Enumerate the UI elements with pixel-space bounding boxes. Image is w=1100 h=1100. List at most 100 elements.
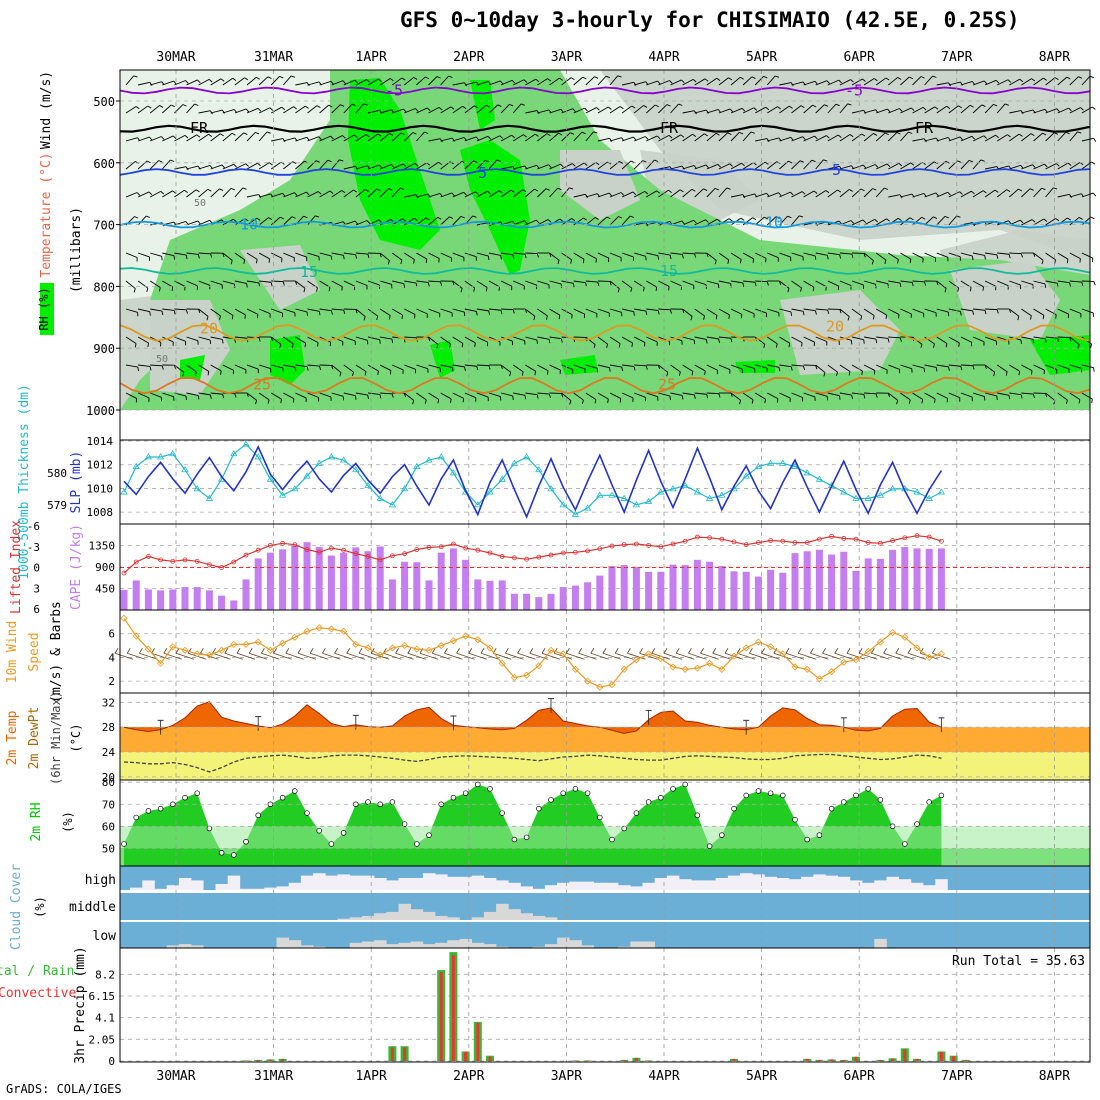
wind-barb-flag — [727, 259, 730, 264]
wind-barb — [936, 137, 949, 142]
wind-barb — [138, 364, 151, 367]
wind-barb — [621, 392, 634, 399]
wind-barb — [258, 131, 268, 142]
wind-barb — [174, 308, 187, 311]
wind-barb-flag — [282, 281, 285, 286]
wind-barb — [367, 78, 379, 86]
wind-barb-flag — [524, 220, 528, 224]
wind-barb-flag — [1065, 131, 1070, 135]
wind-barb-flag — [790, 137, 794, 141]
cape-tick-label: 450 — [95, 583, 115, 596]
wind-barb — [791, 215, 800, 226]
wind-barb — [1081, 216, 1092, 226]
li-point — [890, 538, 895, 543]
wind-barb — [500, 280, 513, 287]
wind10-speed-point — [779, 650, 787, 658]
wind-barb — [876, 364, 888, 371]
wind-barb — [258, 364, 271, 369]
wind-barb — [1021, 219, 1033, 226]
wind-barb — [198, 78, 210, 86]
wind-barb-flag — [1066, 259, 1069, 264]
cloud-high-cell — [239, 888, 253, 890]
wind-barb — [622, 364, 635, 367]
wind-barb-flag — [546, 133, 551, 137]
wind-barb-flag — [159, 287, 161, 292]
wind-barb-flag — [944, 215, 949, 219]
wind-barb-flag — [472, 215, 477, 218]
wind-barb — [839, 392, 852, 396]
wind-barb-flag — [280, 216, 285, 220]
wind-barb-flag — [812, 287, 815, 292]
cape-bar — [608, 566, 616, 610]
wind-barb — [948, 136, 961, 142]
wind-barb-flag — [1041, 187, 1046, 191]
wind-barb — [827, 392, 840, 397]
wind-barb-flag — [390, 164, 395, 168]
wind10-speed-point — [449, 637, 457, 645]
wind-barb — [682, 219, 694, 226]
wind-barb-flag — [609, 138, 613, 142]
wind-barb — [791, 105, 802, 114]
wind-barb — [972, 252, 985, 256]
wind-barb — [839, 103, 848, 114]
wind-barb — [1045, 280, 1058, 284]
wind-barb — [476, 308, 489, 312]
wind10-speed-point — [669, 663, 677, 671]
cloud-high-cell — [679, 879, 692, 890]
wind-barb — [367, 280, 380, 286]
wind10-barb-flag — [700, 648, 704, 654]
wind-barb — [416, 392, 427, 401]
wind-barb-flag — [195, 189, 200, 193]
cloud-high-cell — [264, 887, 277, 890]
wind-barb-flag — [582, 76, 587, 80]
wind10-speed-point — [547, 646, 555, 654]
wind-barb-flag — [379, 110, 383, 114]
upper-air-ylabel: (millibars) — [69, 207, 84, 293]
cloud-high-cell — [313, 873, 326, 890]
wind-barb-flag — [570, 77, 575, 81]
wind-barb-flag — [752, 258, 755, 263]
wind-barb-flag — [220, 78, 225, 82]
wind-barb-flag — [750, 131, 755, 134]
isotherm-line — [119, 168, 1091, 176]
wind-barb-flag — [1041, 260, 1044, 265]
wind-barb-flag — [412, 400, 415, 405]
wind-barb-flag — [474, 105, 479, 109]
wind-barb — [355, 280, 368, 286]
wind10-barb — [737, 652, 756, 660]
wind-barb — [1069, 364, 1082, 369]
wind-barb-flag — [959, 136, 964, 141]
thickness-point — [315, 459, 323, 466]
li-point — [841, 536, 847, 541]
upper-air-temp-label: Temperature (°C) — [39, 152, 54, 277]
li-point — [328, 545, 334, 551]
wind-barb — [476, 336, 488, 343]
wind-barb — [186, 165, 199, 170]
wind10-speed-point — [840, 658, 848, 666]
thickness-point — [181, 465, 189, 473]
wind-barb — [1081, 364, 1094, 369]
cloud-high-cell — [459, 876, 472, 890]
wind-barb-flag — [363, 316, 366, 321]
isotherm-label-plus10: 10 — [765, 214, 783, 232]
wind-barb-flag — [718, 338, 720, 343]
wind-barb — [137, 280, 149, 289]
wind-barb — [1033, 108, 1046, 114]
cloud-high-cell — [666, 875, 680, 890]
wind-barb — [791, 364, 804, 367]
wind-barb-flag — [1019, 219, 1024, 224]
wind-barb — [464, 105, 475, 114]
date-label-top: 31MAR — [254, 50, 293, 65]
wind-barb-flag — [957, 160, 962, 163]
wind-barb-flag — [450, 398, 452, 403]
wind-barb-flag — [246, 283, 248, 288]
wind-barb-flag — [270, 282, 273, 287]
wind-barb — [767, 392, 779, 400]
wind-barb — [621, 280, 633, 289]
wind-barb-flag — [485, 159, 490, 163]
wind10-barb-flag — [932, 648, 936, 654]
wind-barb-flag — [244, 218, 249, 222]
wind-barb — [428, 392, 439, 400]
li-point — [780, 538, 786, 544]
wind-barb-flag — [619, 106, 624, 110]
